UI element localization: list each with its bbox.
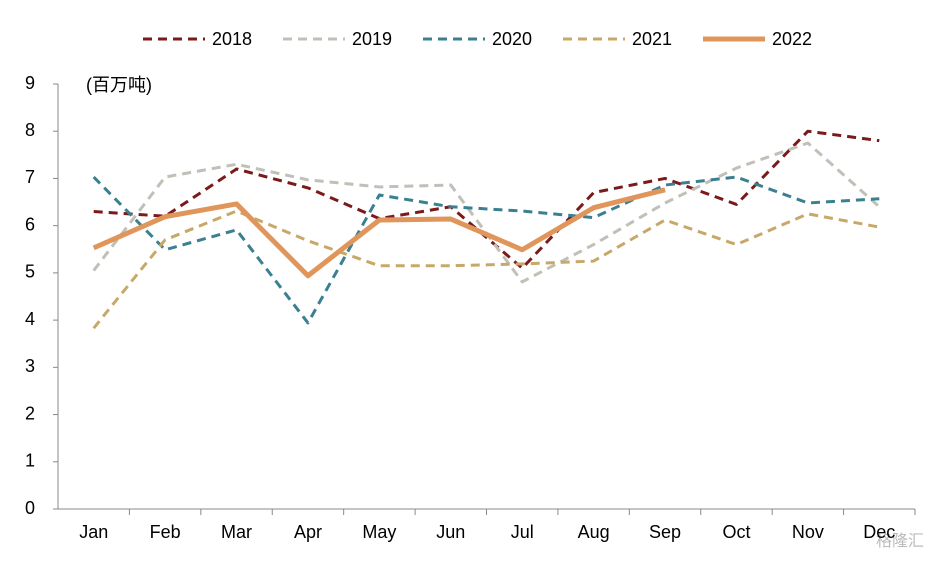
x-tick-label: Dec [863, 522, 895, 542]
y-tick-label: 7 [25, 167, 35, 187]
x-tick-label: Jun [436, 522, 465, 542]
x-tick-label: Sep [649, 522, 681, 542]
line-series [92, 187, 666, 279]
x-tick-label: Mar [221, 522, 252, 542]
y-unit-label: (百万吨) [86, 75, 152, 95]
watermark: 格隆汇 [876, 532, 924, 550]
x-tick-label: May [362, 522, 396, 542]
y-tick-label: 0 [25, 498, 35, 518]
y-tick-label: 1 [25, 451, 35, 471]
y-tick-label: 9 [25, 73, 35, 93]
y-tick-label: 8 [25, 120, 35, 140]
x-tick-label: Jan [79, 522, 108, 542]
y-tick-label: 2 [25, 403, 35, 423]
legend-label: 2019 [352, 29, 392, 49]
y-tick-label: 4 [25, 309, 35, 329]
x-tick-label: Oct [722, 522, 750, 542]
legend-label: 2018 [212, 29, 252, 49]
line-series [92, 175, 880, 325]
y-tick-label: 3 [25, 356, 35, 376]
x-tick-label: Feb [150, 522, 181, 542]
x-tick-label: Nov [792, 522, 824, 542]
x-tick-label: Jul [511, 522, 534, 542]
line-series [92, 141, 881, 284]
x-tick-label: Apr [294, 522, 322, 542]
legend-label: 2021 [632, 29, 672, 49]
x-tick-label: Aug [578, 522, 610, 542]
line-series [92, 209, 880, 330]
legend-label: 2020 [492, 29, 532, 49]
y-tick-label: 5 [25, 262, 35, 282]
y-tick-label: 6 [25, 214, 35, 234]
line-series [93, 129, 880, 270]
legend-label: 2022 [772, 29, 812, 49]
